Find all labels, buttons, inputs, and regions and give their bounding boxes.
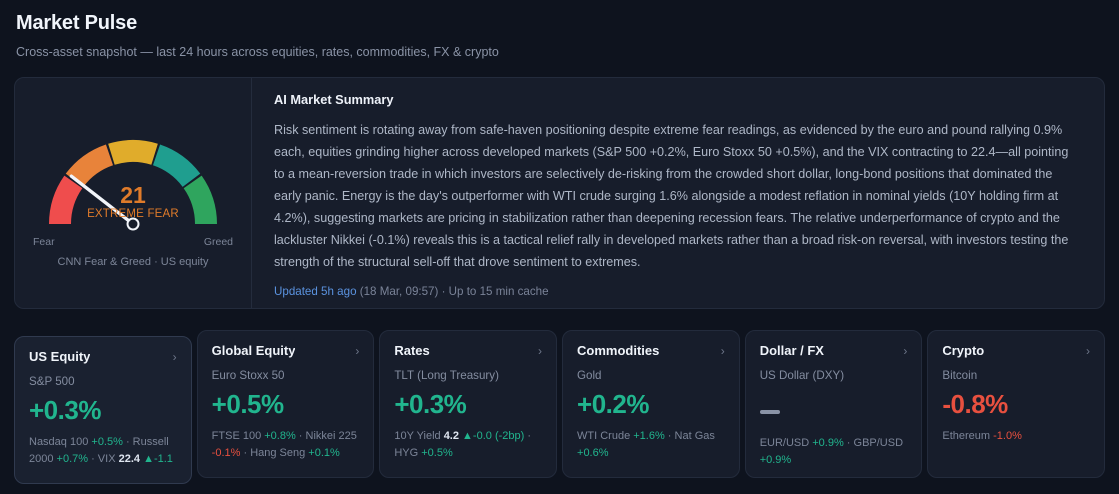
gauge-segment-greed xyxy=(152,144,201,187)
asset-card-global-equity[interactable]: Global Equity › Euro Stoxx 50 +0.5% FTSE 100… xyxy=(196,330,375,478)
card-header: Crypto › xyxy=(942,343,1090,358)
card-title: Global Equity xyxy=(211,343,296,358)
fear-greed-gauge: 21 EXTREME FEAR Fear Greed CNN Fear & Gr… xyxy=(15,78,251,308)
card-header: Dollar / FX › xyxy=(760,343,908,358)
gauge-right-label: Greed xyxy=(203,236,233,248)
asset-cards-row: US Equity › S&P 500 +0.3% Nasdaq 100 +0.5% ·… xyxy=(14,330,1106,484)
card-detail-line: Nasdaq 100 +0.5% · Russell 2000 +0.7% · … xyxy=(29,434,177,468)
card-title: US Equity xyxy=(29,349,91,364)
chevron-right-icon[interactable]: › xyxy=(355,343,360,358)
card-subtitle: Bitcoin xyxy=(942,369,978,382)
page-subtitle: Cross-asset snapshot — last 24 hours acr… xyxy=(16,45,499,59)
asset-card-crypto[interactable]: Crypto › Bitcoin -0.8% Ethereum -1.0% xyxy=(927,330,1106,478)
card-primary-value xyxy=(759,397,908,423)
card-subtitle: TLT (Long Treasury) xyxy=(394,369,499,382)
card-detail-segment: +0.9% xyxy=(759,453,792,466)
card-detail-segment: · GBP/USD xyxy=(843,436,904,449)
ai-summary-content: AI Market Summary Risk sentiment is rota… xyxy=(251,78,1104,308)
card-title: Commodities xyxy=(577,343,660,358)
card-detail-line: FTSE 100 +0.8% · Nikkei 225 -0.1% · Hang… xyxy=(212,428,360,462)
updated-link[interactable]: Updated 5h ago xyxy=(274,285,357,298)
card-detail-line: Ethereum -1.0% xyxy=(942,428,1090,445)
chevron-right-icon[interactable]: › xyxy=(172,349,177,364)
chevron-right-icon[interactable]: › xyxy=(1086,343,1091,358)
card-detail-line: WTI Crude +1.6% · Nat Gas +0.6% xyxy=(577,428,725,462)
gauge-segment-fear xyxy=(65,144,114,187)
card-detail-line: 10Y Yield 4.2 ▲-0.0 (-2bp) · HYG +0.5% xyxy=(394,428,542,462)
gauge-value: 21 xyxy=(120,182,146,208)
gauge-segment-extreme-greed xyxy=(183,175,217,224)
card-detail-segment: FTSE 100 xyxy=(211,429,265,442)
ai-summary-panel: 21 EXTREME FEAR Fear Greed CNN Fear & Gr… xyxy=(14,77,1105,309)
card-detail-segment: EUR/USD xyxy=(759,436,813,449)
gauge-svg xyxy=(49,140,217,231)
card-detail-segment: -0.1% xyxy=(211,446,241,459)
card-detail-segment: · Russell 2000 xyxy=(29,435,169,465)
card-detail-segment: · VIX xyxy=(88,452,119,465)
asset-card-us-equity[interactable]: US Equity › S&P 500 +0.3% Nasdaq 100 +0.5% ·… xyxy=(14,336,192,484)
gauge-segment-neutral xyxy=(108,140,158,165)
asset-card-commodities[interactable]: Commodities › Gold +0.2% WTI Crude +1.6% · N… xyxy=(562,330,740,478)
card-detail-segment: +0.5% xyxy=(91,435,123,448)
card-header: Rates › xyxy=(394,343,542,358)
card-detail-segment: ▲-0.0 (-2bp) xyxy=(458,429,525,442)
card-subtitle: Gold xyxy=(577,369,602,382)
gauge-needle xyxy=(69,174,135,226)
asset-card-dollar-fx[interactable]: Dollar / FX › US Dollar (DXY) EUR/USD +0.9%… xyxy=(744,330,923,478)
card-subtitle: US Dollar (DXY) xyxy=(759,369,845,382)
updated-meta-text: (18 Mar, 09:57) · Up to 15 min cache xyxy=(359,285,549,298)
gauge-caption: CNN Fear & Greed · US equity xyxy=(57,256,209,268)
card-title: Dollar / FX xyxy=(759,343,824,358)
card-detail-segment: 22.4 xyxy=(118,452,141,465)
card-detail-segment: Nasdaq 100 xyxy=(29,435,92,448)
gauge-sentiment-label: EXTREME FEAR xyxy=(87,208,179,220)
card-header: Commodities › xyxy=(577,343,725,358)
card-detail-segment: +0.9% xyxy=(812,436,844,449)
ai-summary-title: AI Market Summary xyxy=(274,92,394,107)
card-detail-segment: +1.6% xyxy=(633,429,665,442)
card-detail-segment: ▲-1.1 xyxy=(140,452,173,465)
card-detail-segment: +0.1% xyxy=(308,446,340,459)
card-title: Crypto xyxy=(942,343,985,358)
gauge-segment-extreme-fear xyxy=(49,175,83,224)
chevron-right-icon[interactable]: › xyxy=(903,343,908,358)
gauge-end-labels: Fear Greed xyxy=(33,236,233,248)
card-detail-segment: +0.7% xyxy=(56,452,89,465)
gauge-graphic: 21 EXTREME FEAR xyxy=(33,122,233,238)
flat-dash-icon xyxy=(759,410,780,415)
page-title: Market Pulse xyxy=(16,12,137,34)
asset-card-rates[interactable]: Rates › TLT (Long Treasury) +0.3% 10Y Yield … xyxy=(379,330,558,478)
gauge-needle-hub xyxy=(126,217,140,231)
card-detail-segment: Ethereum xyxy=(942,429,994,442)
card-primary-value: +0.3% xyxy=(394,388,467,419)
card-detail-segment: 10Y Yield xyxy=(394,429,444,442)
card-detail-segment: · Hang Seng xyxy=(240,446,309,459)
card-primary-value: +0.3% xyxy=(29,394,101,425)
ai-summary-meta: Updated 5h ago (18 Mar, 09:57) · Up to 1… xyxy=(274,285,1082,298)
card-detail-line: EUR/USD +0.9% · GBP/USD +0.9% xyxy=(760,435,908,469)
card-detail-segment: +0.6% xyxy=(577,446,609,459)
page-header: Market Pulse Cross-asset snapshot — last… xyxy=(14,0,1105,60)
card-detail-segment: · Nikkei 225 xyxy=(295,429,357,442)
gauge-left-label: Fear xyxy=(33,236,55,248)
card-detail-segment: · HYG xyxy=(394,429,532,459)
card-detail-segment: · Nat Gas xyxy=(664,429,715,442)
card-primary-value: +0.2% xyxy=(577,388,649,419)
card-primary-value: -0.8% xyxy=(942,388,1008,419)
chevron-right-icon[interactable]: › xyxy=(538,343,543,358)
card-detail-segment: WTI Crude xyxy=(577,429,634,442)
card-detail-segment: +0.5% xyxy=(421,446,453,459)
card-detail-segment: -1.0% xyxy=(993,429,1022,442)
card-subtitle: S&P 500 xyxy=(29,375,75,388)
card-header: Global Equity › xyxy=(212,343,360,358)
card-detail-segment: 4.2 xyxy=(443,429,459,442)
card-primary-value: +0.5% xyxy=(211,388,284,419)
ai-summary-body: Risk sentiment is rotating away from saf… xyxy=(274,123,1069,269)
card-subtitle: Euro Stoxx 50 xyxy=(211,369,285,382)
chevron-right-icon[interactable]: › xyxy=(720,343,725,358)
card-detail-segment: +0.8% xyxy=(264,429,296,442)
card-header: US Equity › xyxy=(29,349,177,364)
card-title: Rates xyxy=(394,343,430,358)
